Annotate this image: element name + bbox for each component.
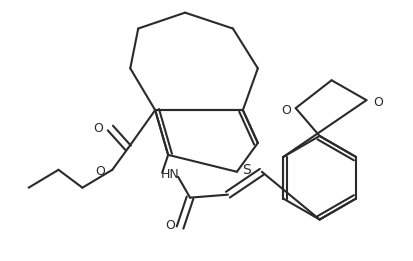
Text: S: S [242, 163, 251, 177]
Text: O: O [373, 96, 382, 109]
Text: HN: HN [160, 168, 179, 181]
Text: O: O [93, 122, 103, 134]
Text: O: O [280, 104, 290, 117]
Text: O: O [165, 219, 175, 232]
Text: O: O [95, 165, 105, 178]
